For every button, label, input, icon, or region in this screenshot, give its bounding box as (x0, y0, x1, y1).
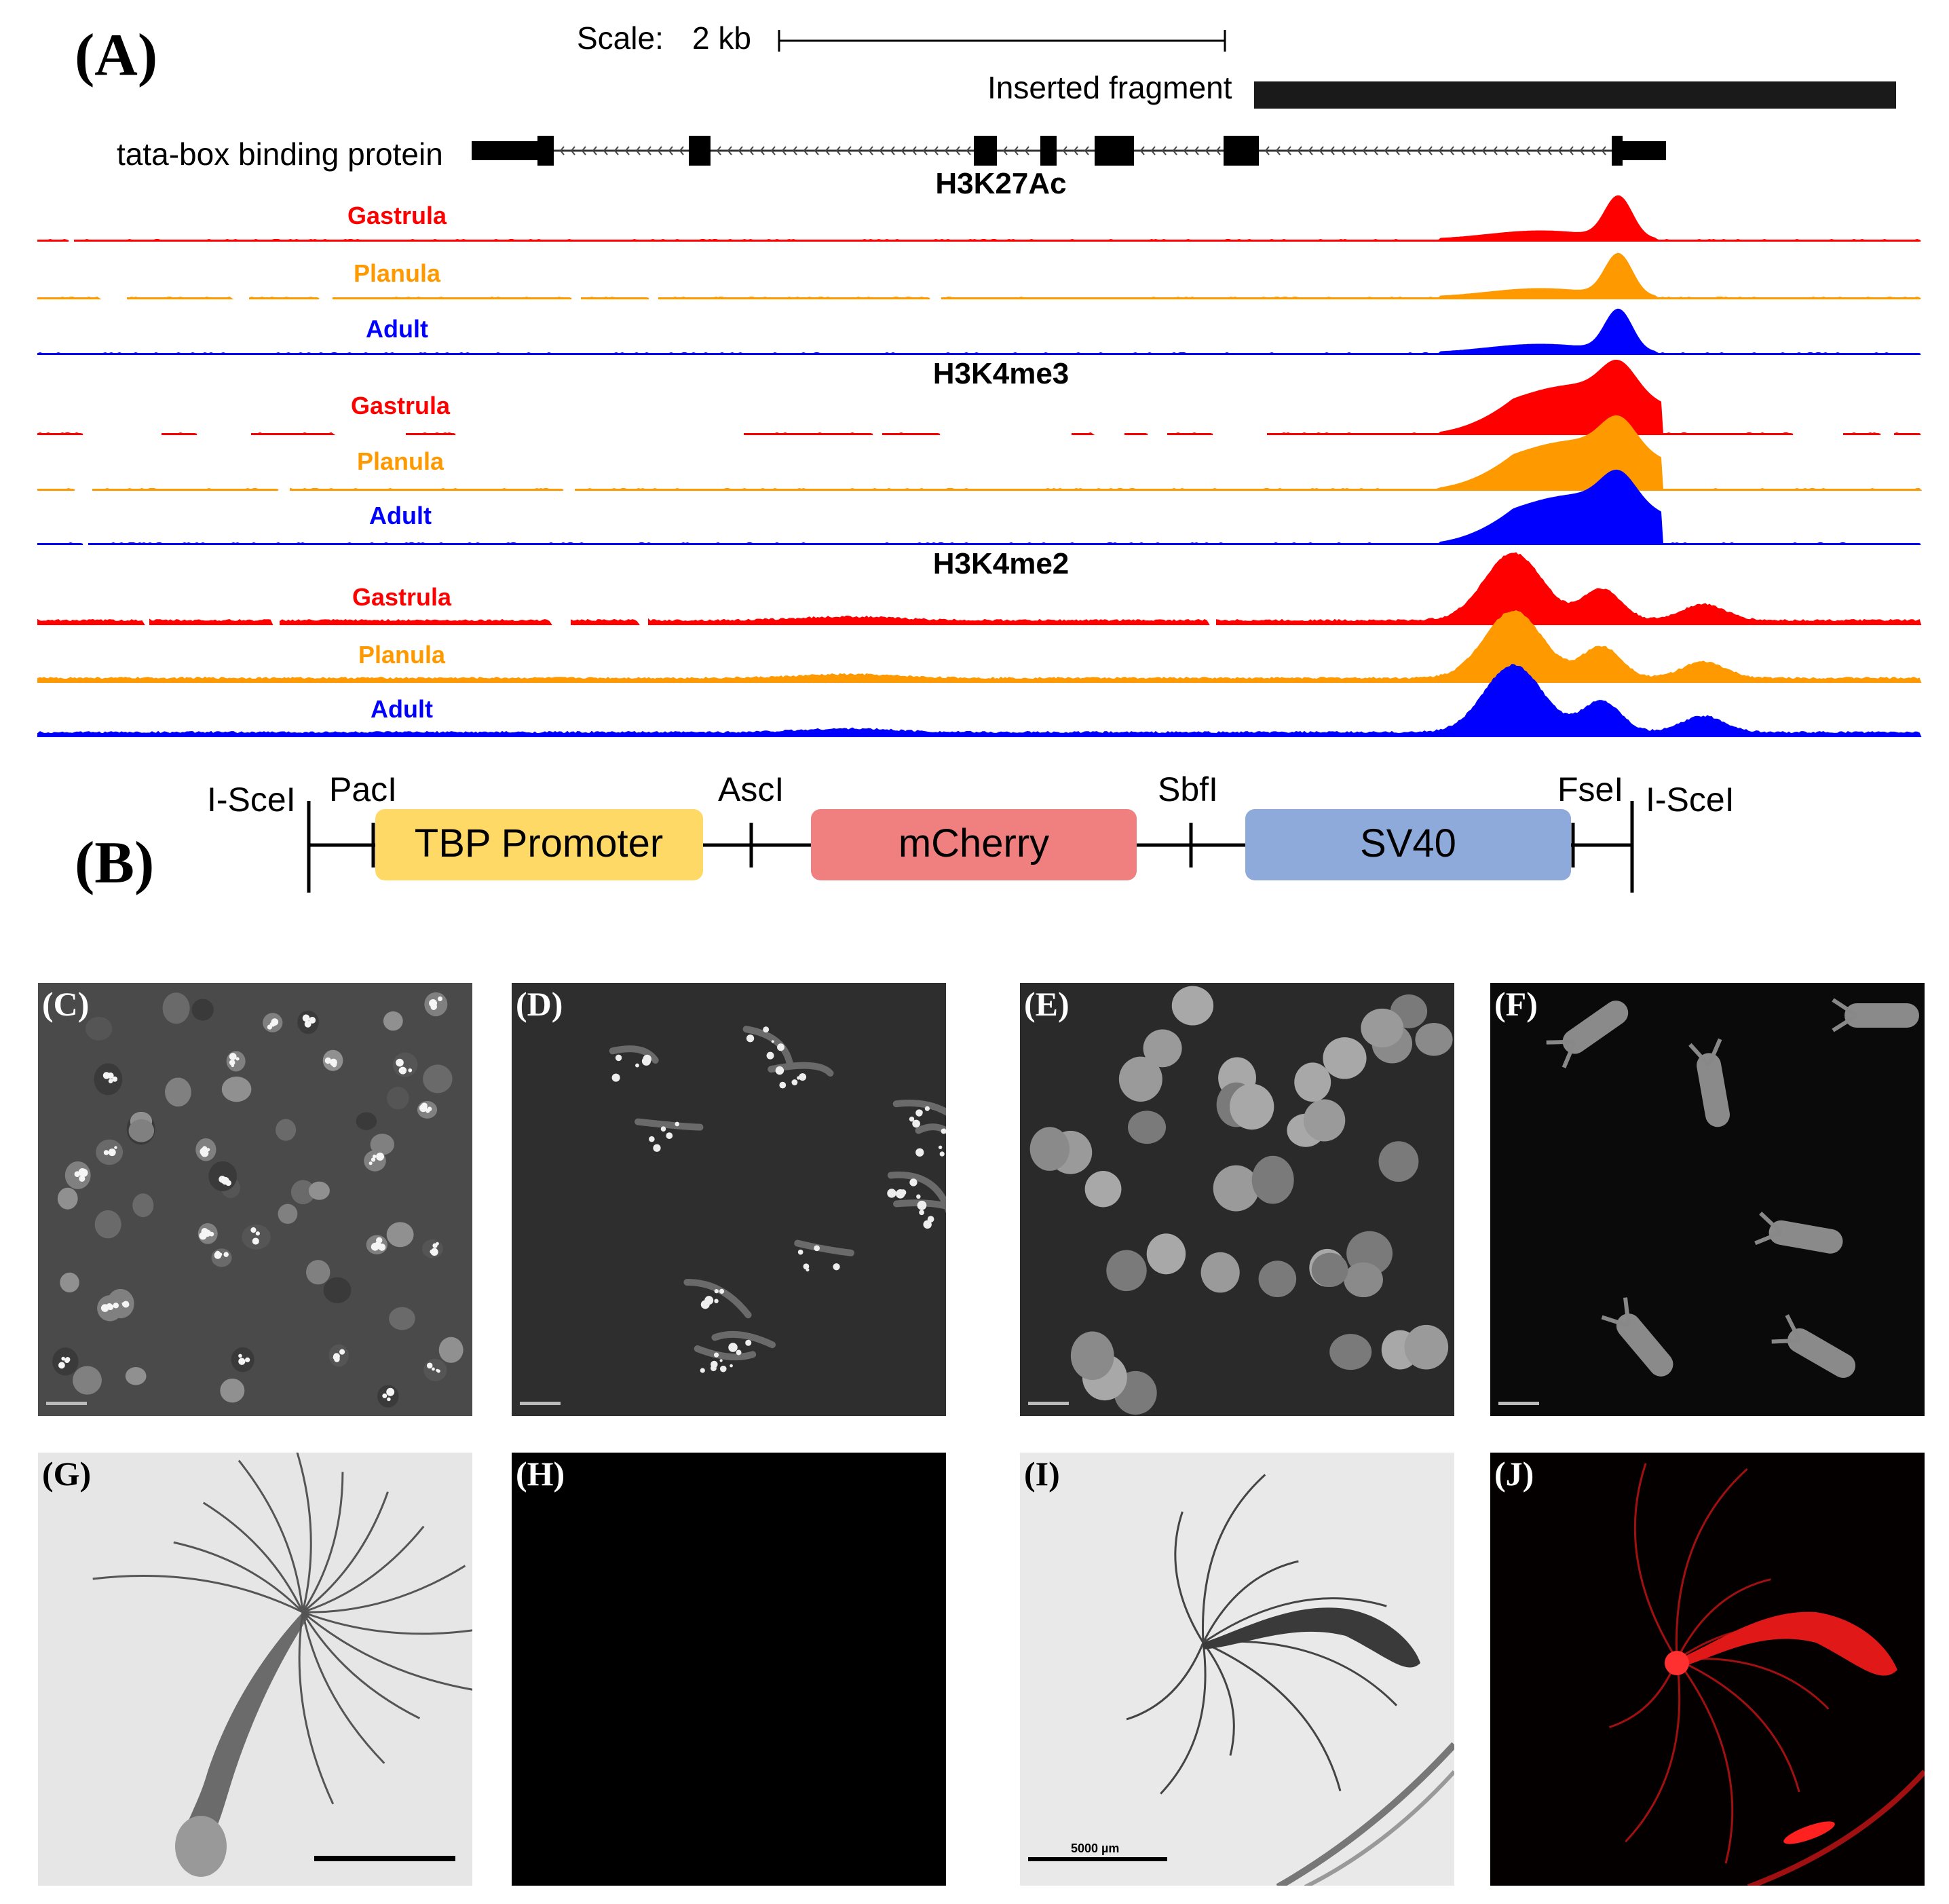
track-stage-label: Adult (371, 695, 433, 723)
track-signal (37, 195, 1921, 242)
micrograph-d-image (609, 1026, 946, 1373)
micrograph-c: (C) (38, 983, 472, 1416)
panel-label-i: (I) (1024, 1455, 1060, 1493)
gene-label: tata-box binding protein (117, 136, 443, 172)
panel-label-h: (H) (516, 1455, 565, 1493)
track-signal (37, 359, 1921, 435)
track-signal (37, 552, 1922, 625)
micrograph-g: (G) (38, 1453, 472, 1886)
track-stage-label: Adult (369, 502, 432, 529)
track-stage-label: Gastrula (352, 583, 452, 611)
scale-bar (778, 30, 1226, 52)
track-signal (37, 610, 1922, 683)
track-stage-label: Adult (366, 315, 428, 343)
scale-text-i: 5000 µm (1071, 1842, 1120, 1855)
scale-bar-d (520, 1402, 561, 1405)
box-mcherry: mCherry (811, 809, 1137, 880)
scale-value: 2 kb (692, 20, 751, 56)
micrograph-e-image (1029, 986, 1453, 1415)
chip-tracks: H3K27Ac Gastrula Planula Adult H3K4me3 Gastru… (37, 167, 1923, 737)
micrograph-f: (F) (1490, 983, 1925, 1416)
micrograph-i-image (1126, 1474, 1454, 1886)
track-title: H3K4me2 (933, 547, 1070, 580)
scale-bar-g (314, 1856, 455, 1861)
panel-label-f: (F) (1494, 985, 1538, 1023)
site-sbfi: SbfI (1158, 770, 1218, 808)
micrograph-e: (E) (1020, 983, 1454, 1416)
site-asci: AscI (718, 770, 784, 808)
track-stage-label: Gastrula (347, 202, 447, 229)
site-iscei-right: I-SceI (1646, 781, 1735, 819)
panel-label-d: (D) (516, 985, 563, 1023)
micrograph-h: (H) (512, 1453, 946, 1886)
site-fsei: FseI (1557, 770, 1623, 808)
track-stage-label: Planula (358, 641, 446, 669)
panel-label-c: (C) (42, 985, 90, 1023)
scale-bar-f (1498, 1402, 1539, 1405)
box-tbp-promoter: TBP Promoter (375, 809, 703, 880)
inserted-fragment-label: Inserted fragment (987, 70, 1232, 105)
micrograph-f-image (1546, 998, 1919, 1378)
micrograph-d: (D) (512, 983, 946, 1416)
panel-label-e: (E) (1024, 985, 1070, 1023)
inserted-fragment-bar (1254, 81, 1896, 109)
gene-model (472, 136, 1666, 166)
panel-a-letter: (A) (75, 22, 157, 88)
site-iscei-left: I-SceI (207, 781, 296, 819)
scale-bar-e (1028, 1402, 1069, 1405)
svg-text:TBP Promoter: TBP Promoter (415, 821, 663, 865)
micrograph-j: (J) (1490, 1453, 1925, 1886)
panel-label-g: (G) (42, 1455, 92, 1493)
track-stage-label: Planula (357, 447, 444, 475)
micrograph-j-image (1609, 1463, 1925, 1886)
track-stage-label: Gastrula (351, 392, 451, 419)
scale-bar-i (1028, 1857, 1167, 1861)
micrograph-g-image (92, 1453, 472, 1877)
micrograph-i: (I) 5000 µm (1020, 1453, 1454, 1886)
svg-text:SV40: SV40 (1360, 821, 1456, 865)
micrograph-c-image (52, 992, 463, 1408)
svg-text:mCherry: mCherry (898, 821, 1049, 865)
track-title: H3K4me3 (933, 357, 1070, 390)
scale-label: Scale: (577, 20, 664, 56)
track-stage-label: Planula (354, 259, 441, 287)
panel-b-letter: (B) (75, 830, 154, 896)
track-signal (37, 664, 1922, 737)
track-title: H3K27Ac (935, 167, 1066, 200)
box-sv40: SV40 (1245, 809, 1571, 880)
track-signal (37, 253, 1921, 299)
track-signal (37, 469, 1921, 545)
track-signal (37, 308, 1921, 355)
track-signal (37, 415, 1923, 491)
site-paci: PacI (329, 770, 397, 808)
scale-bar-c (46, 1402, 87, 1405)
panel-label-j: (J) (1494, 1455, 1534, 1493)
